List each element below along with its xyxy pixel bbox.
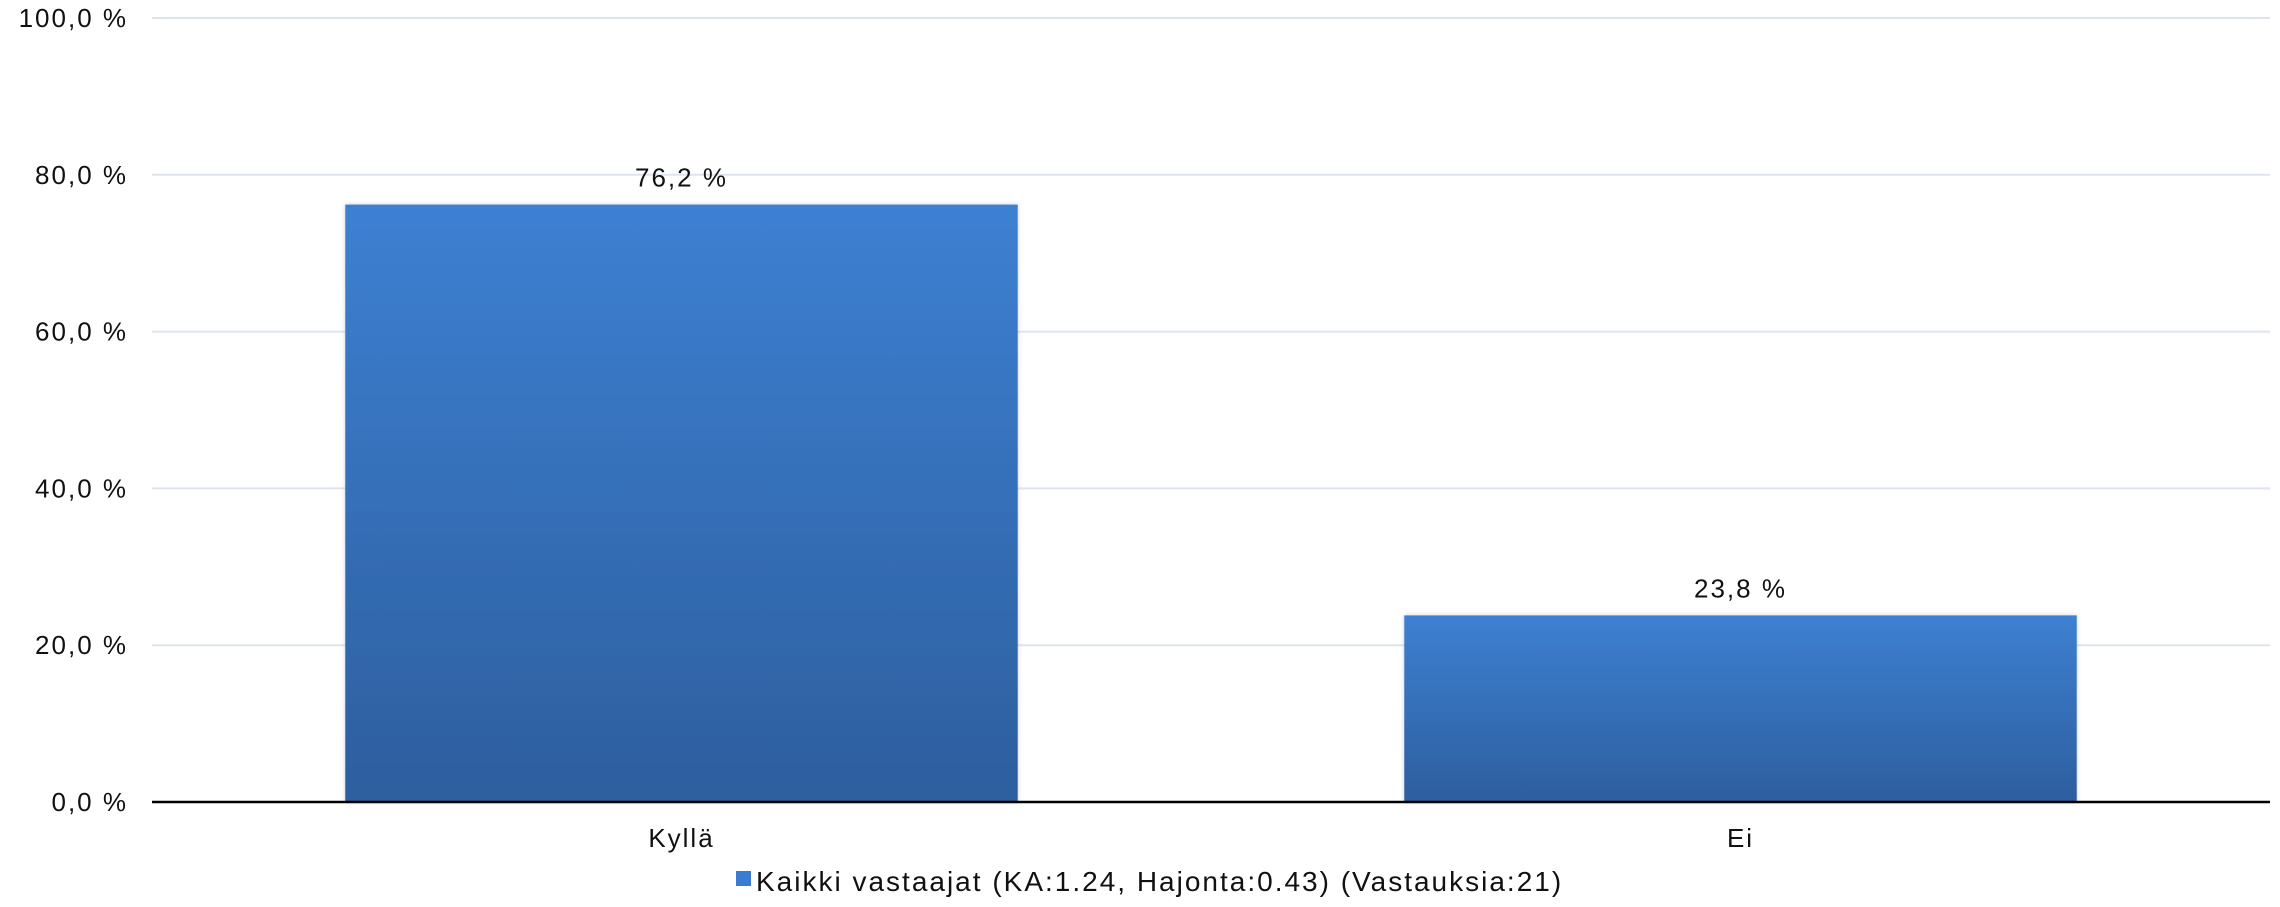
bar-kyllä: [345, 204, 1018, 803]
bars: [345, 204, 2077, 803]
legend-label: Kaikki vastaajat (KA:1.24, Hajonta:0.43)…: [756, 866, 1563, 897]
legend-swatch: [736, 871, 751, 886]
data-label: 76,2 %: [635, 163, 728, 193]
data-labels: 76,2 % 23,8 %: [635, 163, 1787, 604]
y-tick-label: 80,0 %: [35, 160, 128, 190]
x-category-label: Kyllä: [648, 823, 714, 853]
y-tick-label: 60,0 %: [35, 317, 128, 347]
y-axis-tick-labels: 0,0 % 20,0 % 40,0 % 60,0 % 80,0 % 100,0 %: [19, 3, 129, 817]
y-tick-label: 100,0 %: [19, 3, 128, 33]
y-tick-label: 20,0 %: [35, 630, 128, 660]
y-tick-label: 0,0 %: [52, 787, 129, 817]
legend: Kaikki vastaajat (KA:1.24, Hajonta:0.43)…: [736, 866, 1563, 897]
x-axis-category-labels: Kyllä Ei: [648, 823, 1754, 853]
y-tick-label: 40,0 %: [35, 473, 128, 503]
bar-ei: [1404, 615, 2077, 802]
data-label: 23,8 %: [1694, 573, 1787, 603]
x-category-label: Ei: [1727, 823, 1754, 853]
